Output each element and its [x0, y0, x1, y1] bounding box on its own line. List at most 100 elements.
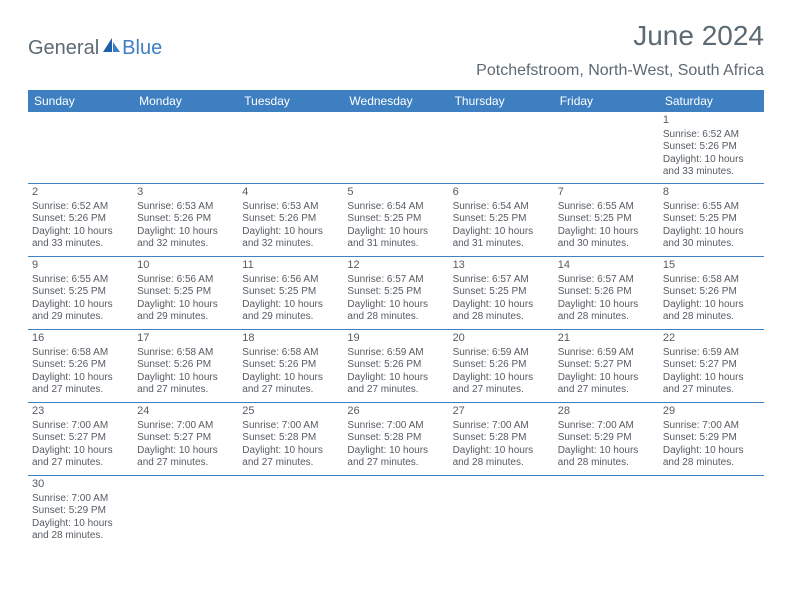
daylight-text: Daylight: 10 hours and 27 minutes. — [242, 445, 339, 470]
day-number: 23 — [32, 405, 129, 419]
day-info: Sunrise: 6:57 AMSunset: 5:26 PMDaylight:… — [558, 274, 655, 324]
sunrise-text: Sunrise: 6:52 AM — [663, 129, 760, 142]
day-number: 11 — [242, 259, 339, 273]
daylight-text: Daylight: 10 hours and 30 minutes. — [663, 226, 760, 251]
empty-cell — [449, 112, 554, 183]
sunrise-text: Sunrise: 7:00 AM — [32, 493, 129, 506]
sunrise-text: Sunrise: 7:00 AM — [242, 420, 339, 433]
daylight-text: Daylight: 10 hours and 31 minutes. — [347, 226, 444, 251]
day-cell: 11Sunrise: 6:56 AMSunset: 5:25 PMDayligh… — [238, 256, 343, 329]
sunrise-text: Sunrise: 6:55 AM — [558, 201, 655, 214]
sunset-text: Sunset: 5:28 PM — [242, 432, 339, 445]
day-number: 19 — [347, 332, 444, 346]
sunrise-text: Sunrise: 6:58 AM — [663, 274, 760, 287]
calendar-header-row: Sunday Monday Tuesday Wednesday Thursday… — [28, 90, 764, 112]
day-info: Sunrise: 6:57 AMSunset: 5:25 PMDaylight:… — [347, 274, 444, 324]
day-cell: 27Sunrise: 7:00 AMSunset: 5:28 PMDayligh… — [449, 402, 554, 475]
sunrise-text: Sunrise: 6:59 AM — [663, 347, 760, 360]
daylight-text: Daylight: 10 hours and 28 minutes. — [347, 299, 444, 324]
day-info: Sunrise: 7:00 AMSunset: 5:27 PMDaylight:… — [137, 420, 234, 470]
daylight-text: Daylight: 10 hours and 31 minutes. — [453, 226, 550, 251]
weekday-header: Tuesday — [238, 90, 343, 112]
weekday-header: Friday — [554, 90, 659, 112]
sunset-text: Sunset: 5:25 PM — [32, 286, 129, 299]
sunset-text: Sunset: 5:26 PM — [558, 286, 655, 299]
sunrise-text: Sunrise: 6:57 AM — [347, 274, 444, 287]
brand-part2: Blue — [122, 37, 162, 60]
daylight-text: Daylight: 10 hours and 28 minutes. — [453, 299, 550, 324]
day-cell: 24Sunrise: 7:00 AMSunset: 5:27 PMDayligh… — [133, 402, 238, 475]
daylight-text: Daylight: 10 hours and 29 minutes. — [242, 299, 339, 324]
day-info: Sunrise: 6:55 AMSunset: 5:25 PMDaylight:… — [663, 201, 760, 251]
title-block: June 2024 Potchefstroom, North-West, Sou… — [476, 20, 764, 84]
day-number: 22 — [663, 332, 760, 346]
day-cell: 8Sunrise: 6:55 AMSunset: 5:25 PMDaylight… — [659, 183, 764, 256]
daylight-text: Daylight: 10 hours and 30 minutes. — [558, 226, 655, 251]
day-number: 3 — [137, 186, 234, 200]
page-header: General Blue June 2024 Potchefstroom, No… — [28, 20, 764, 84]
calendar-body: 1Sunrise: 6:52 AMSunset: 5:26 PMDaylight… — [28, 112, 764, 548]
sunset-text: Sunset: 5:26 PM — [242, 213, 339, 226]
sunrise-text: Sunrise: 7:00 AM — [137, 420, 234, 433]
day-number: 30 — [32, 478, 129, 492]
day-number: 1 — [663, 114, 760, 128]
daylight-text: Daylight: 10 hours and 27 minutes. — [137, 445, 234, 470]
day-number: 12 — [347, 259, 444, 273]
day-number: 17 — [137, 332, 234, 346]
day-cell: 26Sunrise: 7:00 AMSunset: 5:28 PMDayligh… — [343, 402, 448, 475]
day-cell: 1Sunrise: 6:52 AMSunset: 5:26 PMDaylight… — [659, 112, 764, 183]
day-info: Sunrise: 7:00 AMSunset: 5:28 PMDaylight:… — [453, 420, 550, 470]
weekday-header: Monday — [133, 90, 238, 112]
sunset-text: Sunset: 5:27 PM — [137, 432, 234, 445]
daylight-text: Daylight: 10 hours and 33 minutes. — [663, 154, 760, 179]
day-info: Sunrise: 6:52 AMSunset: 5:26 PMDaylight:… — [32, 201, 129, 251]
day-cell: 5Sunrise: 6:54 AMSunset: 5:25 PMDaylight… — [343, 183, 448, 256]
sail-icon — [101, 36, 121, 60]
day-info: Sunrise: 6:53 AMSunset: 5:26 PMDaylight:… — [137, 201, 234, 251]
calendar-row: 16Sunrise: 6:58 AMSunset: 5:26 PMDayligh… — [28, 329, 764, 402]
day-number: 2 — [32, 186, 129, 200]
day-info: Sunrise: 6:54 AMSunset: 5:25 PMDaylight:… — [347, 201, 444, 251]
empty-cell — [554, 112, 659, 183]
day-info: Sunrise: 6:56 AMSunset: 5:25 PMDaylight:… — [137, 274, 234, 324]
calendar-table: Sunday Monday Tuesday Wednesday Thursday… — [28, 90, 764, 548]
month-title: June 2024 — [476, 20, 764, 52]
day-cell: 12Sunrise: 6:57 AMSunset: 5:25 PMDayligh… — [343, 256, 448, 329]
sunset-text: Sunset: 5:26 PM — [32, 359, 129, 372]
day-number: 29 — [663, 405, 760, 419]
calendar-row: 23Sunrise: 7:00 AMSunset: 5:27 PMDayligh… — [28, 402, 764, 475]
day-number: 20 — [453, 332, 550, 346]
day-number: 16 — [32, 332, 129, 346]
day-info: Sunrise: 7:00 AMSunset: 5:27 PMDaylight:… — [32, 420, 129, 470]
day-number: 5 — [347, 186, 444, 200]
weekday-header: Saturday — [659, 90, 764, 112]
day-cell: 14Sunrise: 6:57 AMSunset: 5:26 PMDayligh… — [554, 256, 659, 329]
day-cell: 10Sunrise: 6:56 AMSunset: 5:25 PMDayligh… — [133, 256, 238, 329]
day-cell: 7Sunrise: 6:55 AMSunset: 5:25 PMDaylight… — [554, 183, 659, 256]
sunset-text: Sunset: 5:25 PM — [453, 286, 550, 299]
day-number: 15 — [663, 259, 760, 273]
day-info: Sunrise: 6:53 AMSunset: 5:26 PMDaylight:… — [242, 201, 339, 251]
sunset-text: Sunset: 5:27 PM — [32, 432, 129, 445]
brand-part1: General — [28, 37, 99, 60]
sunset-text: Sunset: 5:28 PM — [347, 432, 444, 445]
sunrise-text: Sunrise: 6:53 AM — [137, 201, 234, 214]
sunset-text: Sunset: 5:25 PM — [558, 213, 655, 226]
day-number: 7 — [558, 186, 655, 200]
sunrise-text: Sunrise: 7:00 AM — [663, 420, 760, 433]
day-info: Sunrise: 6:57 AMSunset: 5:25 PMDaylight:… — [453, 274, 550, 324]
daylight-text: Daylight: 10 hours and 27 minutes. — [32, 372, 129, 397]
day-cell: 13Sunrise: 6:57 AMSunset: 5:25 PMDayligh… — [449, 256, 554, 329]
day-number: 14 — [558, 259, 655, 273]
sunset-text: Sunset: 5:25 PM — [663, 213, 760, 226]
day-info: Sunrise: 6:58 AMSunset: 5:26 PMDaylight:… — [663, 274, 760, 324]
sunrise-text: Sunrise: 7:00 AM — [347, 420, 444, 433]
day-cell: 9Sunrise: 6:55 AMSunset: 5:25 PMDaylight… — [28, 256, 133, 329]
day-info: Sunrise: 7:00 AMSunset: 5:29 PMDaylight:… — [663, 420, 760, 470]
day-number: 18 — [242, 332, 339, 346]
empty-cell — [133, 475, 238, 548]
day-cell: 28Sunrise: 7:00 AMSunset: 5:29 PMDayligh… — [554, 402, 659, 475]
day-number: 27 — [453, 405, 550, 419]
day-number: 21 — [558, 332, 655, 346]
daylight-text: Daylight: 10 hours and 27 minutes. — [663, 372, 760, 397]
